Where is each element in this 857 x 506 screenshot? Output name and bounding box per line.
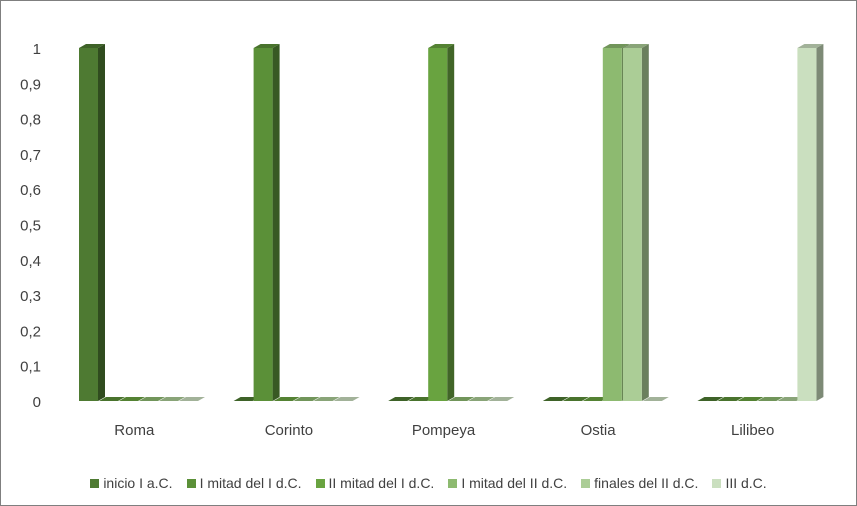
legend-label: I mitad del II d.C. (461, 475, 568, 491)
bar-top (757, 397, 784, 401)
bar-top (777, 397, 804, 401)
x-tick-label: Corinto (265, 422, 313, 439)
legend-swatch (712, 478, 722, 488)
x-tick-label: Pompeya (412, 422, 476, 439)
legend-label: I mitad del I d.C. (199, 475, 302, 491)
bar (253, 48, 273, 401)
x-tick-label: Ostia (581, 422, 617, 439)
bar-top (408, 397, 435, 401)
legend-label: II mitad del I d.C. (328, 475, 435, 491)
y-tick-label: 0,5 (20, 217, 41, 234)
bar-top (448, 397, 475, 401)
bar-top (642, 397, 669, 401)
legend-item: finales del II d.C. (581, 475, 698, 491)
y-tick-label: 0,2 (20, 323, 41, 340)
bar-side (641, 44, 649, 401)
plot: 0 0,1 0,2 0,3 0,4 0,5 0,6 0,7 0,8 0,9 1 Roma Corinto… (20, 41, 824, 439)
bar-top (333, 397, 360, 401)
legend-swatch (186, 478, 196, 488)
bar (622, 48, 642, 401)
legend-item: II mitad del I d.C. (315, 475, 435, 491)
bar-top (562, 397, 589, 401)
bar-side (272, 44, 280, 401)
bar-top (737, 397, 764, 401)
legend-swatch (448, 478, 458, 488)
y-tick-label: 0,4 (20, 253, 41, 270)
y-tick-label: 0,7 (20, 147, 41, 164)
legend-swatch (315, 478, 325, 488)
legend-item: inicio I a.C. (90, 475, 173, 491)
bar-top (602, 44, 629, 48)
x-tick-label: Roma (114, 422, 155, 439)
bar-top (253, 44, 280, 48)
bar-top (179, 397, 205, 401)
bar-side (816, 44, 824, 401)
bar-top (488, 397, 515, 401)
bar-top (293, 397, 320, 401)
legend-label: III d.C. (725, 475, 767, 491)
bar-top (697, 397, 724, 401)
legend-label: finales del II d.C. (594, 475, 699, 491)
bar-top (159, 397, 185, 401)
bar-top (139, 397, 165, 401)
y-tick-label: 0,8 (20, 112, 41, 129)
bar-top (119, 397, 145, 401)
legend-label: inicio I a.C. (103, 475, 173, 491)
bar-top (582, 397, 609, 401)
bar (79, 48, 98, 401)
bar-top (388, 397, 415, 401)
x-tick-label: Lilibeo (731, 422, 774, 439)
bar-top (313, 397, 340, 401)
bar-top (542, 397, 569, 401)
bar-top (428, 44, 455, 48)
bar (797, 48, 817, 401)
bar-side (98, 44, 105, 401)
legend-swatch (581, 478, 591, 488)
bar (428, 48, 448, 401)
bar-top (622, 44, 649, 48)
bar-top (797, 44, 824, 48)
legend-item: I mitad del I d.C. (186, 475, 302, 491)
y-tick-label: 0,3 (20, 288, 41, 305)
y-tick-label: 0,6 (20, 182, 41, 199)
legend-item: I mitad del II d.C. (448, 475, 567, 491)
bar-top (79, 44, 105, 48)
legend-swatch (90, 478, 100, 488)
y-tick-label: 0,1 (20, 359, 41, 376)
legend: inicio I a.C. I mitad del I d.C. II mitad … (1, 475, 856, 491)
y-tick-label: 0,9 (20, 76, 41, 93)
bar-top (468, 397, 495, 401)
bar-top (99, 397, 125, 401)
bar-top (273, 397, 300, 401)
bar-top (233, 397, 260, 401)
bar (602, 48, 622, 401)
y-tick-label: 1 (33, 41, 41, 58)
bar-side (447, 44, 455, 401)
y-tick-label: 0 (33, 394, 41, 411)
legend-item: III d.C. (712, 475, 767, 491)
bar-top (717, 397, 744, 401)
